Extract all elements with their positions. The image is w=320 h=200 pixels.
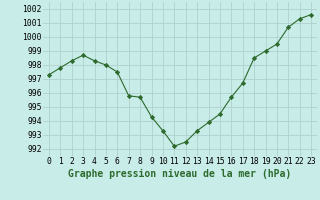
X-axis label: Graphe pression niveau de la mer (hPa): Graphe pression niveau de la mer (hPa) bbox=[68, 169, 292, 179]
